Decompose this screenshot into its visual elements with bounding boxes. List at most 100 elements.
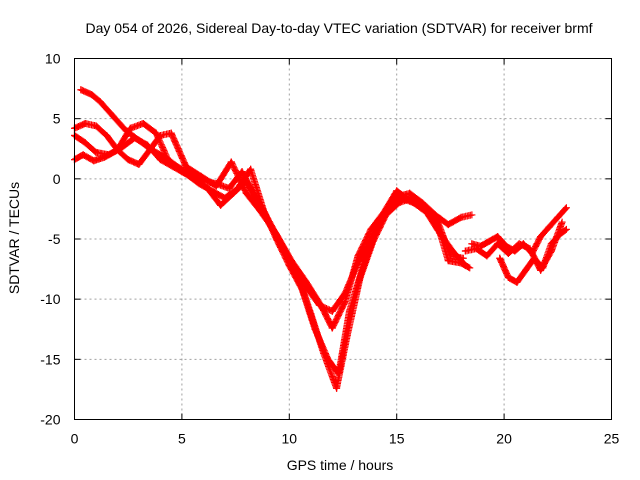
data-point [197,172,205,180]
data-point [307,310,315,318]
data-point [126,124,134,132]
data-point [468,211,476,219]
y-tick-label: 10 [45,51,61,67]
data-point [81,139,89,147]
data-point [494,233,502,241]
data-point [539,264,547,272]
data-point [556,230,564,238]
data-point [242,177,250,185]
y-tick-label: 0 [53,171,61,187]
data-point [227,158,235,166]
data-point [139,119,147,127]
data-point [318,302,326,310]
data-point [496,254,504,262]
data-point [513,278,521,286]
y-tick-label: -10 [40,291,60,307]
data-point [369,237,377,245]
data-point [343,331,351,339]
data-point [79,151,87,159]
data-point [472,245,480,253]
data-point [204,184,212,192]
data-point [554,213,562,221]
series-trace [71,120,472,332]
data-point [547,240,555,248]
data-point [545,223,553,231]
data-point [320,349,328,357]
x-axis-label: GPS time / hours [287,457,394,473]
data-point [81,119,89,127]
data-point [152,129,160,137]
y-tick-label: -15 [40,351,60,367]
data-point [504,249,512,257]
data-point [393,187,401,195]
data-point [191,175,199,183]
data-point [135,160,143,168]
series-track-d [71,119,474,332]
y-axis-label: SDTVAR / TECUs [6,182,22,294]
series-track-b [71,132,469,378]
data-point [287,257,295,265]
data-point [444,221,452,229]
grid-lines [74,58,612,420]
data-point [558,218,566,226]
data-point [238,168,246,176]
data-point [341,298,349,306]
data-point [562,204,570,212]
data-point [457,213,465,221]
data-point [494,240,502,248]
data-point [124,156,132,164]
data-point [92,122,100,130]
data-point [457,259,465,267]
x-tick-label: 20 [496,431,512,447]
data-point [92,148,100,156]
data-point [367,225,375,233]
axis-ticks [74,58,612,420]
data-point [431,213,439,221]
data-point [113,146,121,154]
data-point [466,264,474,272]
data-point [77,86,85,94]
x-tick-label: 15 [389,431,405,447]
data-point [212,182,220,190]
data-point [178,168,186,176]
data-point [328,307,336,315]
data-point [485,237,493,245]
x-tick-labels: 0 5 10 15 20 25 [71,431,620,447]
data-point [522,266,530,274]
data-point [88,91,96,99]
data-point [328,324,336,332]
data-point [90,157,98,165]
data-point [418,204,426,212]
data-point [530,254,538,262]
data-point [156,132,164,140]
data-point [103,132,111,140]
data-series [71,86,570,392]
x-tick-label: 0 [71,431,79,447]
data-point [380,209,388,217]
x-tick-label: 5 [178,431,186,447]
data-point [526,245,534,253]
data-point [257,209,265,217]
data-point [229,189,237,197]
chart-title: Day 054 of 2026, Sidereal Day-to-day VTE… [85,20,592,36]
data-point [101,153,109,161]
data-point [468,240,476,248]
data-point [356,274,364,282]
data-point [247,165,255,173]
data-point [225,184,233,192]
data-point [333,384,341,392]
data-point [302,278,310,286]
data-point [272,230,280,238]
series-trace [71,132,468,378]
data-point [459,254,467,262]
data-point [406,196,414,204]
y-tick-label: -20 [40,412,60,428]
data-point [156,156,164,164]
data-point [395,199,403,207]
y-tick-labels: -20 -15 -10 -5 0 5 10 [40,51,60,428]
data-point [537,233,545,241]
data-point [406,189,414,197]
data-point [109,112,117,120]
y-tick-label: -5 [48,231,61,247]
data-point [444,257,452,265]
